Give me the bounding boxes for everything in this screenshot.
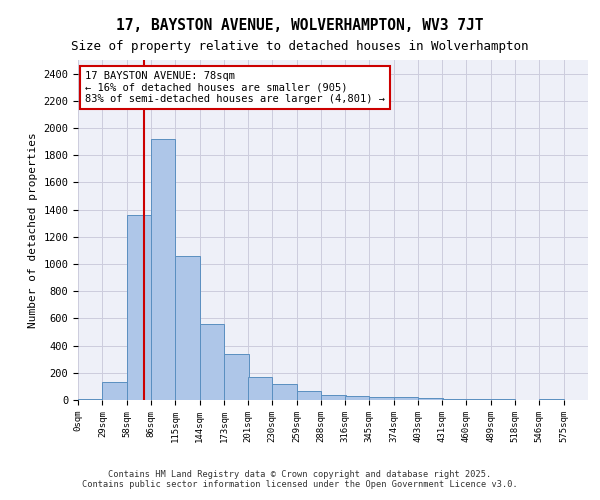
Bar	[224, 354, 248, 400]
Bar	[175, 256, 200, 400]
Bar	[103, 382, 127, 400]
Bar	[370, 396, 394, 400]
Bar	[248, 377, 272, 400]
Bar	[151, 139, 175, 400]
Bar	[345, 396, 370, 400]
Bar	[296, 391, 321, 400]
Text: Contains HM Land Registry data © Crown copyright and database right 2025.
Contai: Contains HM Land Registry data © Crown c…	[82, 470, 518, 489]
Text: 17, BAYSTON AVENUE, WOLVERHAMPTON, WV3 7JT: 17, BAYSTON AVENUE, WOLVERHAMPTON, WV3 7…	[116, 18, 484, 32]
Bar	[200, 324, 224, 400]
Bar	[127, 215, 151, 400]
Y-axis label: Number of detached properties: Number of detached properties	[28, 132, 38, 328]
Bar	[539, 398, 563, 400]
Bar	[272, 384, 296, 400]
Bar	[394, 398, 418, 400]
Bar	[418, 398, 443, 400]
Text: 17 BAYSTON AVENUE: 78sqm
← 16% of detached houses are smaller (905)
83% of semi-: 17 BAYSTON AVENUE: 78sqm ← 16% of detach…	[85, 71, 385, 104]
Text: Size of property relative to detached houses in Wolverhampton: Size of property relative to detached ho…	[71, 40, 529, 53]
Bar	[442, 399, 466, 400]
Bar	[321, 394, 346, 400]
Bar	[78, 398, 103, 400]
